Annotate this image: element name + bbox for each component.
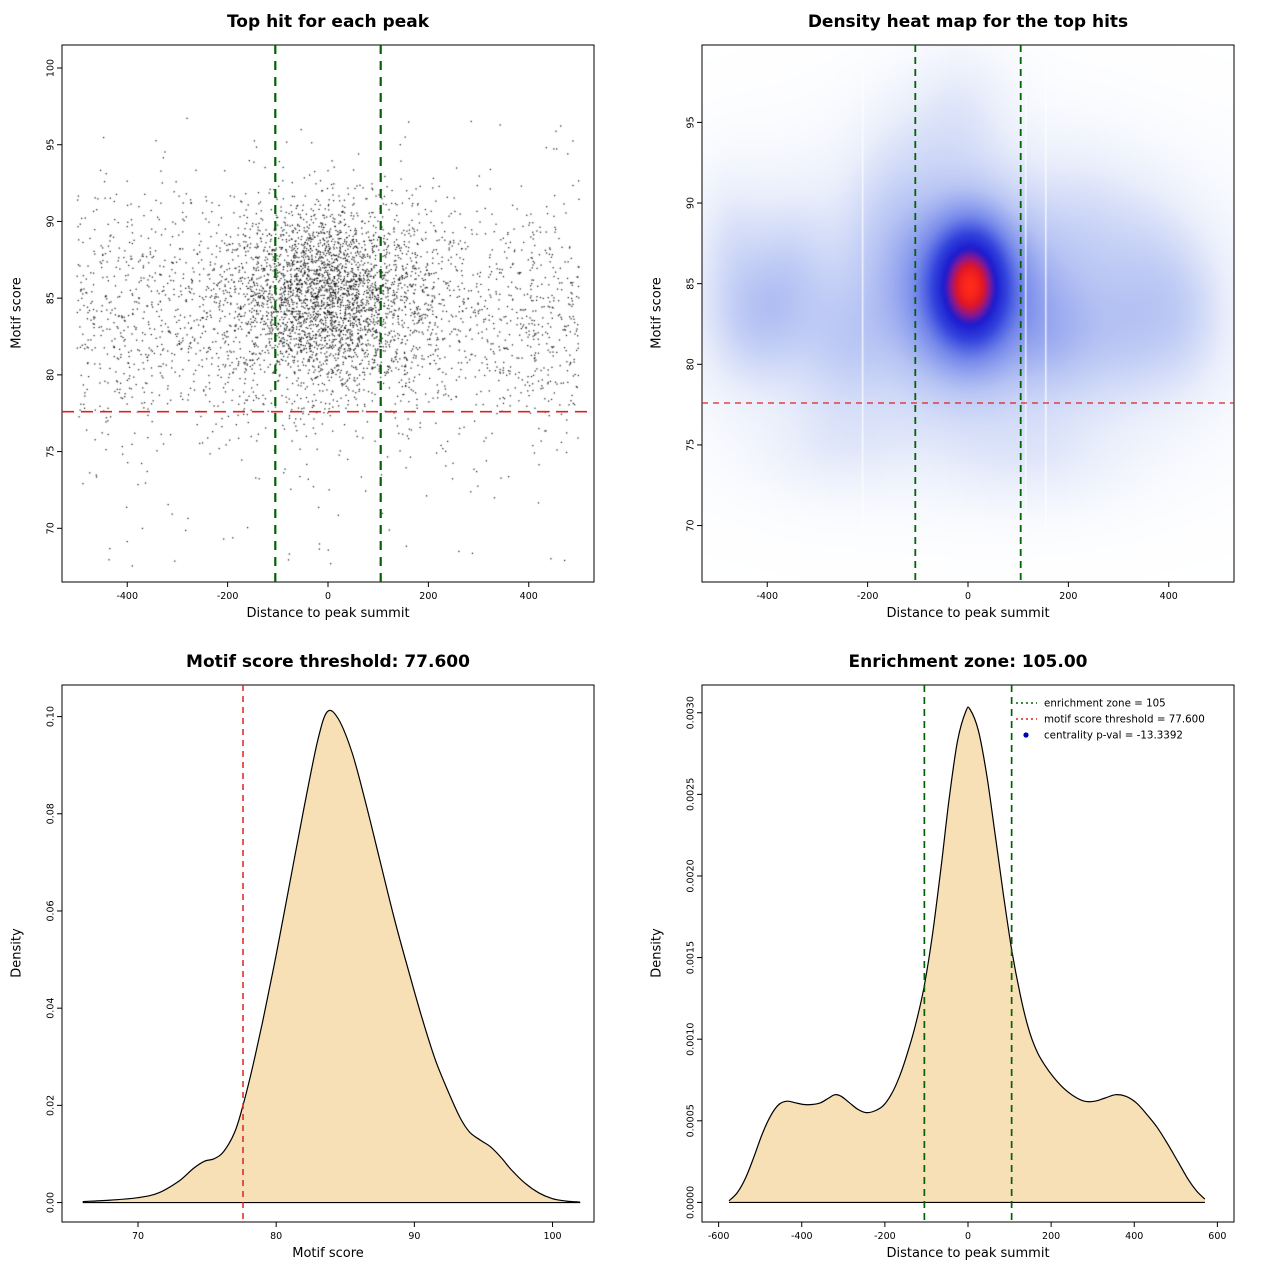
x-axis-label: Distance to peak summit — [886, 1246, 1050, 1261]
scatter-axes-svg: -400 -200 0 200 400 70 75 80 85 90 95 100 — [45, 44, 595, 602]
y-axis-label: Motif score — [9, 277, 25, 349]
svg-text:0: 0 — [965, 1231, 971, 1242]
x-axis-label: Motif score — [292, 1246, 364, 1261]
svg-text:400: 400 — [1160, 591, 1178, 602]
svg-text:centrality p-val = -13.3392: centrality p-val = -13.3392 — [1044, 730, 1183, 742]
svg-text:-600: -600 — [708, 1231, 730, 1242]
svg-text:70: 70 — [685, 520, 696, 532]
svg-text:80: 80 — [270, 1231, 282, 1242]
svg-text:200: 200 — [419, 591, 437, 602]
svg-text:-400: -400 — [756, 591, 778, 602]
svg-text:100: 100 — [543, 1231, 561, 1242]
chart-title: Motif score threshold: 77.600 — [186, 652, 470, 672]
x-axis-label: Distance to peak summit — [886, 606, 1050, 621]
svg-text:90: 90 — [45, 215, 56, 227]
svg-text:80: 80 — [685, 358, 696, 370]
svg-text:0.0010: 0.0010 — [685, 1023, 696, 1056]
y-axis-label: Density — [9, 928, 25, 978]
svg-text:0.00: 0.00 — [45, 1192, 56, 1213]
y-axis-label: Density — [649, 928, 665, 978]
svg-text:0.0030: 0.0030 — [685, 696, 696, 729]
svg-text:0: 0 — [965, 591, 971, 602]
panel-density-heatmap: -400 -200 0 200 400 70 75 80 85 90 95 Density heat… — [640, 0, 1280, 640]
svg-text:0.04: 0.04 — [45, 998, 56, 1019]
svg-text:0.0005: 0.0005 — [685, 1104, 696, 1137]
svg-text:0.06: 0.06 — [45, 900, 56, 921]
svg-text:90: 90 — [408, 1231, 420, 1242]
svg-text:75: 75 — [45, 446, 56, 458]
heatmap-axes-svg: -400 -200 0 200 400 70 75 80 85 90 95 — [685, 44, 1235, 602]
y-axis-label: Motif score — [649, 277, 665, 349]
svg-text:enrichment zone = 105: enrichment zone = 105 — [1044, 698, 1166, 710]
svg-text:95: 95 — [685, 116, 696, 128]
svg-text:0.08: 0.08 — [45, 803, 56, 824]
motif-density-svg: 70 80 90 100 0.00 0.02 0.04 0.06 0.08 0.10 — [45, 684, 595, 1242]
svg-text:-200: -200 — [217, 591, 239, 602]
svg-text:0.0025: 0.0025 — [685, 778, 696, 811]
svg-text:0.10: 0.10 — [45, 706, 56, 727]
svg-text:400: 400 — [520, 591, 538, 602]
svg-text:200: 200 — [1059, 591, 1077, 602]
distance-density-svg: -600 -400 -200 0 200 400 600 0.0000 0.0005 0.0010… — [685, 684, 1235, 1242]
svg-text:0.02: 0.02 — [45, 1095, 56, 1116]
chart-title: Enrichment zone: 105.00 — [848, 652, 1088, 672]
svg-text:70: 70 — [132, 1231, 144, 1242]
svg-text:motif score threshold = 77.600: motif score threshold = 77.600 — [1044, 714, 1205, 726]
svg-text:0: 0 — [325, 591, 331, 602]
panel-top-hit-scatter: -400 -200 0 200 400 70 75 80 85 90 95 100 Top hit f… — [0, 0, 640, 640]
svg-text:70: 70 — [45, 522, 56, 534]
chart-title: Top hit for each peak — [226, 12, 430, 32]
svg-text:85: 85 — [685, 278, 696, 290]
svg-text:600: 600 — [1208, 1231, 1226, 1242]
panel-enrichment-zone-density: -600 -400 -200 0 200 400 600 0.0000 0.0005 0.0010… — [640, 640, 1280, 1280]
heatmap-canvas — [702, 45, 1234, 582]
svg-text:-400: -400 — [791, 1231, 813, 1242]
svg-text:90: 90 — [685, 197, 696, 209]
svg-text:100: 100 — [45, 59, 56, 77]
svg-text:400: 400 — [1125, 1231, 1143, 1242]
svg-text:0.0000: 0.0000 — [685, 1186, 696, 1219]
panel-motif-score-density: 70 80 90 100 0.00 0.02 0.04 0.06 0.08 0.10 Motif … — [0, 640, 640, 1280]
chart-title: Density heat map for the top hits — [807, 12, 1129, 32]
svg-text:-400: -400 — [116, 591, 138, 602]
svg-text:80: 80 — [45, 369, 56, 381]
svg-text:-200: -200 — [874, 1231, 896, 1242]
x-axis-label: Distance to peak summit — [246, 606, 410, 621]
svg-text:95: 95 — [45, 139, 56, 151]
scatter-points-canvas — [62, 45, 594, 582]
svg-text:85: 85 — [45, 292, 56, 304]
svg-text:0.0015: 0.0015 — [685, 941, 696, 974]
svg-text:75: 75 — [685, 439, 696, 451]
svg-text:-200: -200 — [857, 591, 879, 602]
svg-text:200: 200 — [1042, 1231, 1060, 1242]
svg-text:0.0020: 0.0020 — [685, 859, 696, 892]
